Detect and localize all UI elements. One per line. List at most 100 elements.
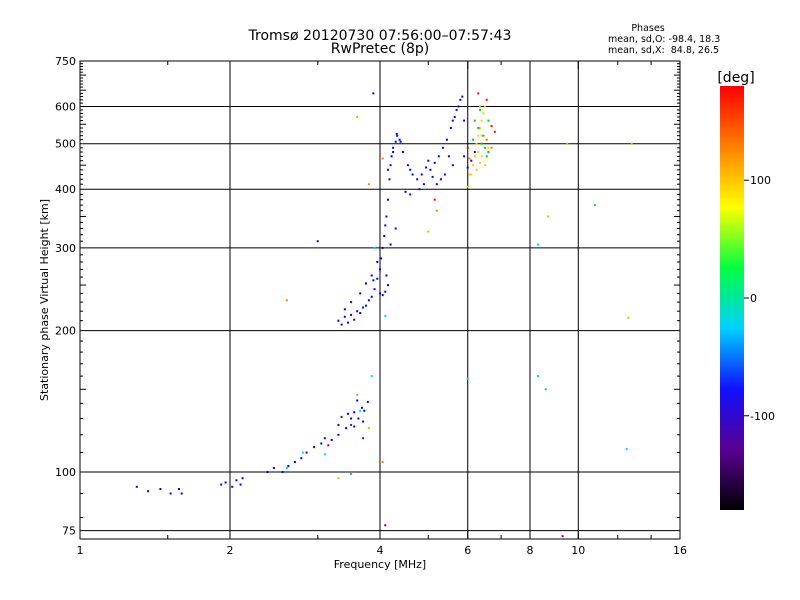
y-tick-label: 100 (55, 466, 76, 479)
y-tick-label: 600 (55, 101, 76, 114)
data-point (381, 157, 384, 160)
data-point (356, 393, 359, 396)
data-point (350, 313, 353, 316)
data-point (301, 451, 304, 454)
data-point (359, 409, 362, 412)
data-point (409, 193, 412, 196)
data-point (409, 168, 412, 171)
data-point (384, 314, 387, 317)
data-point (350, 301, 353, 304)
data-point (337, 423, 340, 426)
data-point (389, 243, 392, 246)
data-point (359, 312, 362, 314)
data-point (340, 415, 343, 418)
y-tick-label: 200 (55, 325, 76, 338)
data-point (566, 142, 569, 145)
data-point (363, 409, 366, 412)
data-point (431, 175, 434, 178)
data-point (537, 243, 539, 246)
data-point (451, 164, 454, 167)
data-point (447, 155, 450, 158)
data-point (359, 292, 362, 295)
data-point (630, 142, 633, 145)
colorbar-ticks: 100 0 -100 (744, 174, 775, 423)
data-point (394, 140, 397, 143)
y-tick-label: 75 (62, 525, 76, 538)
data-point (159, 488, 162, 490)
data-point (376, 261, 379, 263)
data-point (370, 295, 373, 298)
data-point (323, 437, 326, 440)
data-point (416, 178, 419, 181)
data-point (593, 204, 596, 207)
data-point (396, 134, 399, 137)
data-point (466, 377, 469, 380)
data-point (300, 457, 303, 460)
data-point (479, 105, 481, 108)
y-tick-label: 300 (55, 242, 76, 255)
data-point (285, 299, 288, 302)
data-point (453, 116, 456, 118)
colorbar-label: [deg] (717, 70, 754, 86)
data-point (547, 215, 550, 218)
data-point (330, 439, 333, 441)
axis-ticks (79, 61, 681, 539)
data-point (484, 164, 487, 167)
data-point (387, 284, 389, 287)
data-point (365, 282, 367, 285)
data-point (350, 417, 353, 420)
data-point (347, 321, 349, 324)
y-tick-labels: 75 100 200 300 400 500 600 750 (55, 55, 76, 538)
data-point (439, 178, 442, 181)
data-point (422, 183, 425, 186)
data-point (376, 277, 379, 280)
data-point (266, 471, 269, 473)
data-point (484, 146, 487, 149)
data-point (350, 423, 353, 426)
data-point (485, 98, 488, 101)
data-point (429, 168, 432, 171)
data-point (402, 151, 405, 153)
stats-o-line: mean, sd,O: -98.4, 18.3 (608, 34, 720, 45)
data-point (180, 492, 183, 495)
data-point (627, 316, 630, 319)
data-point (373, 288, 376, 291)
data-point (477, 127, 480, 129)
data-point (473, 155, 476, 158)
data-point (353, 425, 356, 428)
data-point (372, 92, 375, 95)
data-point (357, 417, 360, 420)
data-point (293, 461, 296, 463)
data-point (387, 168, 389, 171)
data-point (380, 257, 383, 260)
chart-subtitle: RwPretec (8p) (331, 41, 429, 57)
x-axis-label: Frequency [MHz] (334, 558, 426, 571)
data-point (316, 240, 319, 243)
data-point (367, 299, 370, 302)
data-point (389, 164, 392, 167)
data-point (373, 246, 376, 249)
data-point (394, 227, 397, 230)
data-point (480, 155, 483, 158)
data-point (384, 224, 387, 227)
x-tick-label: 4 (377, 544, 384, 557)
x-tick-label: 2 (227, 544, 234, 557)
data-point (366, 400, 369, 403)
data-point (272, 467, 275, 469)
data-point (427, 159, 430, 162)
data-point (459, 98, 462, 101)
data-point (418, 188, 421, 191)
data-point (463, 155, 466, 158)
data-point (281, 471, 284, 473)
data-point (482, 134, 485, 137)
data-point (399, 140, 402, 143)
y-tick-label: 400 (55, 183, 76, 196)
data-point (392, 151, 395, 153)
data-point (433, 198, 436, 201)
data-point (365, 304, 367, 307)
data-point (353, 411, 356, 414)
chart-title: Tromsø 20120730 07:56:00–07:57:43 (248, 28, 512, 44)
data-point (404, 190, 407, 193)
data-point (466, 146, 469, 149)
data-point (480, 142, 483, 145)
